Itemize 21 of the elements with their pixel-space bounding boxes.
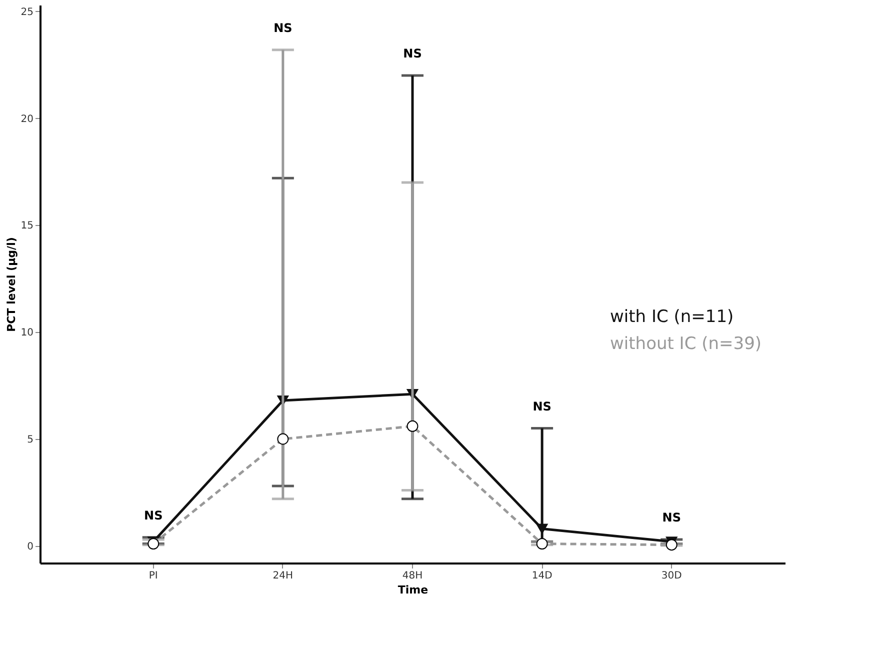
y-tick-label: 0: [27, 541, 34, 552]
x-tick-label: 14D: [532, 570, 553, 582]
text: without IC (n=39): [610, 334, 762, 354]
y-tick-label: 10: [20, 328, 34, 339]
annotation: NS: [403, 46, 422, 61]
x-tick-label: PI: [148, 570, 158, 582]
y-tick-label: 5: [27, 434, 34, 446]
x-tick-label: 30D: [661, 570, 682, 582]
x-axis-title: Time: [398, 584, 428, 596]
text: with IC (n=11): [610, 307, 734, 327]
y-tick-label: 15: [20, 220, 34, 232]
x-tick-label: 24H: [272, 570, 294, 582]
y-tick-label: 20: [20, 114, 34, 125]
x-tick-label: 48H: [402, 570, 423, 582]
annotation: NS: [144, 508, 163, 522]
annotation: NS: [274, 20, 292, 35]
y-axis-title: PCT level (µg/l): [4, 237, 18, 332]
y-tick-label: 25: [20, 6, 34, 18]
point: [536, 524, 548, 534]
annotation: NS: [532, 399, 552, 414]
annotation: NS: [662, 510, 681, 524]
